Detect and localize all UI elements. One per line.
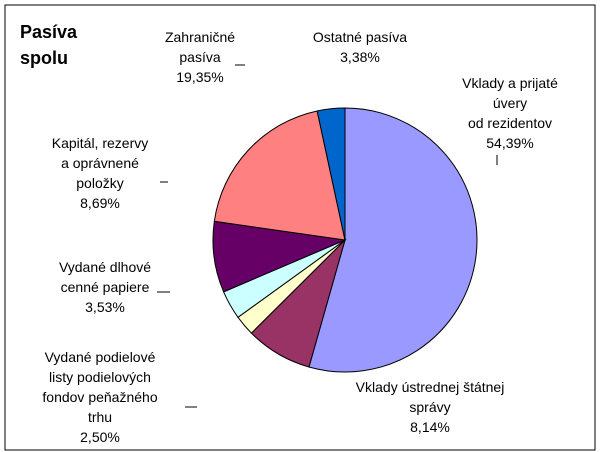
frame xyxy=(4,4,596,451)
value-label: 2,50% xyxy=(80,429,120,445)
slice-label: a oprávnené xyxy=(61,155,139,171)
value-label: 19,35% xyxy=(176,69,223,85)
slice-label: Ostatné pasíva xyxy=(313,29,407,45)
pie-slice xyxy=(213,110,346,241)
chart-title: Pasíva xyxy=(20,22,78,42)
slice-label: listy podielových xyxy=(49,369,151,385)
slice-label: pasíva xyxy=(179,49,220,65)
slice-label: Vydané podielové xyxy=(45,349,156,365)
slice-label: úvery xyxy=(493,95,527,111)
slice-label: správy xyxy=(409,399,450,415)
slice-label: fondov peňažného xyxy=(42,389,157,405)
slice-label: Vklady a prijaté xyxy=(462,75,558,91)
slice-label: od rezidentov xyxy=(468,115,552,131)
value-label: 8,14% xyxy=(410,419,450,435)
value-label: 54,39% xyxy=(486,135,533,151)
value-label: 8,69% xyxy=(80,195,120,211)
slice-label: položky xyxy=(76,175,123,191)
slice-label: Vklady ústrednej štátnej xyxy=(356,379,505,395)
chart-title: spolu xyxy=(20,48,68,68)
slice-label: Vydané dlhové xyxy=(59,259,151,275)
slice-label: trhu xyxy=(88,409,112,425)
value-label: 3,53% xyxy=(85,299,125,315)
value-label: 3,38% xyxy=(340,49,380,65)
pie-slice xyxy=(308,107,478,373)
pie-slice xyxy=(316,107,346,241)
slice-label: Kapitál, rezervy xyxy=(52,135,148,151)
slice-label: cenné papiere xyxy=(61,279,150,295)
slice-label: Zahraničné xyxy=(165,29,235,45)
